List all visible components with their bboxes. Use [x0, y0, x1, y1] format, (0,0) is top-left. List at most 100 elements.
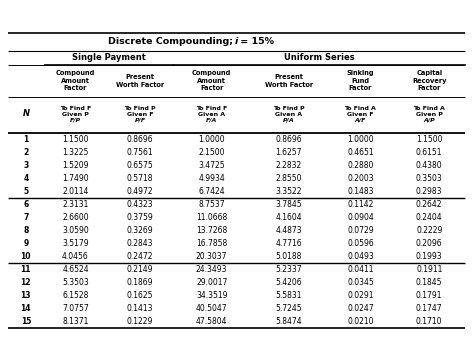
Text: = 15%: = 15% — [236, 37, 273, 47]
Text: 2.8550: 2.8550 — [276, 174, 302, 183]
Text: 34.3519: 34.3519 — [196, 291, 228, 300]
Text: 13.7268: 13.7268 — [196, 226, 228, 235]
Text: 8: 8 — [23, 226, 28, 235]
Text: Given P: Given P — [416, 111, 443, 117]
Text: 0.3503: 0.3503 — [416, 174, 443, 183]
Text: 0.0210: 0.0210 — [347, 317, 374, 326]
Text: 0.4380: 0.4380 — [416, 161, 443, 170]
Text: 0.2880: 0.2880 — [347, 161, 374, 170]
Text: 3: 3 — [23, 161, 28, 170]
Text: 0.2472: 0.2472 — [127, 252, 153, 261]
Text: P/A: P/A — [283, 117, 295, 122]
Text: 11.0668: 11.0668 — [196, 213, 228, 222]
Text: 0.2096: 0.2096 — [416, 239, 443, 248]
Text: 2.2832: 2.2832 — [276, 161, 302, 170]
Text: Discrete Compounding;: Discrete Compounding; — [108, 37, 237, 47]
Text: 13: 13 — [21, 291, 31, 300]
Text: 1.5209: 1.5209 — [62, 161, 89, 170]
Text: 6.1528: 6.1528 — [62, 291, 88, 300]
Text: To Find A: To Find A — [344, 106, 377, 111]
Text: 1.0000: 1.0000 — [198, 135, 225, 144]
Text: 0.1483: 0.1483 — [347, 187, 374, 196]
Text: P/F: P/F — [135, 117, 146, 122]
Text: 15: 15 — [21, 317, 31, 326]
Text: N: N — [22, 109, 29, 118]
Text: Capital
Recovery
Factor: Capital Recovery Factor — [412, 71, 447, 92]
Text: 0.0904: 0.0904 — [347, 213, 374, 222]
Text: 9: 9 — [23, 239, 28, 248]
Text: 3.4725: 3.4725 — [198, 161, 225, 170]
Text: Given A: Given A — [198, 111, 225, 117]
Text: 10: 10 — [21, 252, 31, 261]
Text: 5.4206: 5.4206 — [275, 278, 302, 287]
Text: 3.7845: 3.7845 — [275, 200, 302, 209]
Text: 0.6575: 0.6575 — [127, 161, 154, 170]
Text: 0.2149: 0.2149 — [127, 265, 153, 274]
Text: 0.1229: 0.1229 — [127, 317, 153, 326]
Text: Given P: Given P — [62, 111, 89, 117]
Text: Compound
Amount
Factor: Compound Amount Factor — [192, 71, 231, 92]
Text: 6: 6 — [23, 200, 28, 209]
Text: 2.6600: 2.6600 — [62, 213, 89, 222]
Text: To Find F: To Find F — [60, 106, 91, 111]
Text: Present
Worth Factor: Present Worth Factor — [265, 74, 313, 88]
Text: 3.0590: 3.0590 — [62, 226, 89, 235]
Text: F/P: F/P — [70, 117, 81, 122]
Text: Given F: Given F — [347, 111, 374, 117]
Text: 0.8696: 0.8696 — [127, 135, 153, 144]
Text: 0.0345: 0.0345 — [347, 278, 374, 287]
Text: 2.3131: 2.3131 — [62, 200, 88, 209]
Text: To Find A: To Find A — [413, 106, 445, 111]
Text: 0.2003: 0.2003 — [347, 174, 374, 183]
Text: 1.1500: 1.1500 — [416, 135, 442, 144]
Text: 0.0493: 0.0493 — [347, 252, 374, 261]
Text: 0.0596: 0.0596 — [347, 239, 374, 248]
Text: 0.6151: 0.6151 — [416, 148, 442, 157]
Text: 0.4323: 0.4323 — [127, 200, 153, 209]
Text: 0.1747: 0.1747 — [416, 304, 443, 313]
Text: 0.1142: 0.1142 — [347, 200, 374, 209]
Text: 0.1710: 0.1710 — [416, 317, 442, 326]
Text: Given A: Given A — [275, 111, 302, 117]
Text: 20.3037: 20.3037 — [196, 252, 228, 261]
Text: 0.3269: 0.3269 — [127, 226, 153, 235]
Text: Sinking
Fund
Factor: Sinking Fund Factor — [347, 71, 374, 92]
Text: To Find P: To Find P — [273, 106, 305, 111]
Text: A/P: A/P — [423, 117, 435, 122]
Text: 5.5831: 5.5831 — [276, 291, 302, 300]
Text: 12: 12 — [21, 278, 31, 287]
Text: 2.0114: 2.0114 — [62, 187, 88, 196]
Text: 0.1413: 0.1413 — [127, 304, 153, 313]
Text: 0.4972: 0.4972 — [127, 187, 153, 196]
Text: 24.3493: 24.3493 — [196, 265, 228, 274]
Text: 0.1791: 0.1791 — [416, 291, 442, 300]
Text: 4.6524: 4.6524 — [62, 265, 89, 274]
Text: 0.2229: 0.2229 — [416, 226, 442, 235]
Text: 2.1500: 2.1500 — [199, 148, 225, 157]
Text: 8.7537: 8.7537 — [198, 200, 225, 209]
Text: 0.1845: 0.1845 — [416, 278, 442, 287]
Text: Given F: Given F — [127, 111, 153, 117]
Text: 4: 4 — [23, 174, 28, 183]
Text: 0.8696: 0.8696 — [275, 135, 302, 144]
Text: 0.3759: 0.3759 — [127, 213, 154, 222]
Text: 7: 7 — [23, 213, 28, 222]
Text: 40.5047: 40.5047 — [196, 304, 228, 313]
Text: 0.2843: 0.2843 — [127, 239, 153, 248]
Text: 4.1604: 4.1604 — [275, 213, 302, 222]
Text: 1.7490: 1.7490 — [62, 174, 89, 183]
Text: 4.9934: 4.9934 — [198, 174, 225, 183]
Text: 1: 1 — [23, 135, 28, 144]
Text: 47.5804: 47.5804 — [196, 317, 228, 326]
Text: 0.1911: 0.1911 — [416, 265, 442, 274]
Text: 1.0000: 1.0000 — [347, 135, 374, 144]
Text: 0.7561: 0.7561 — [127, 148, 153, 157]
Text: 1.1500: 1.1500 — [62, 135, 89, 144]
Text: 1.6257: 1.6257 — [276, 148, 302, 157]
Text: Compound
Amount
Factor: Compound Amount Factor — [56, 71, 95, 92]
Text: 5.3503: 5.3503 — [62, 278, 89, 287]
Text: 5.7245: 5.7245 — [275, 304, 302, 313]
Text: 3.5179: 3.5179 — [62, 239, 89, 248]
Text: Single Payment: Single Payment — [71, 54, 145, 62]
Text: 5: 5 — [23, 187, 28, 196]
